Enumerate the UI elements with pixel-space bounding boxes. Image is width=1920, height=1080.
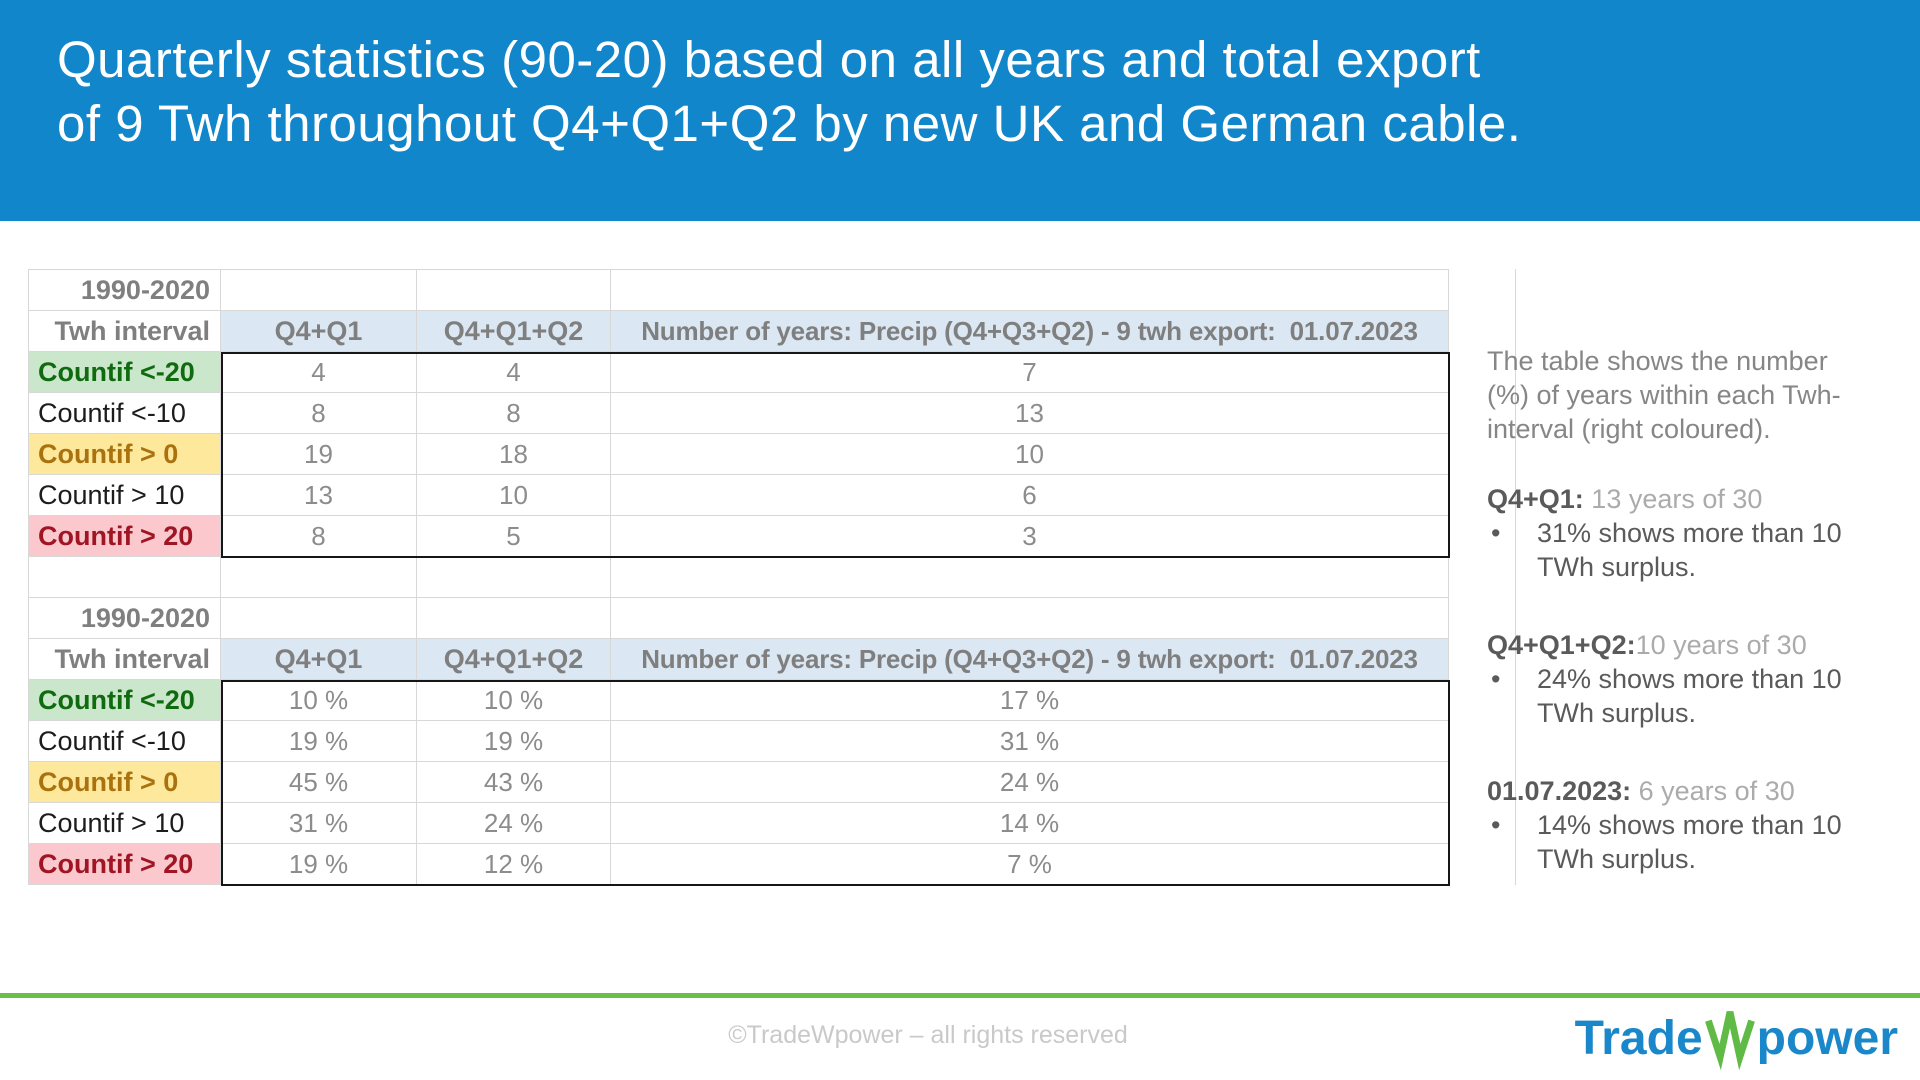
row-label: Countif > 0 [29, 434, 221, 475]
percent-value: 31 % [221, 803, 417, 844]
bullet-item: • 24% shows more than 10 TWh surplus. [1487, 662, 1879, 730]
column-header-q4q1q2: Q4+Q1+Q2 [417, 311, 611, 352]
percent-value: 12 % [417, 844, 611, 885]
empty-cell [29, 557, 221, 598]
tradewpower-logo: Trade power [1574, 1006, 1898, 1071]
empty-cell [611, 598, 1449, 639]
statistics-tables: 1990-2020 Twh interval Q4+Q1 Q4+Q1+Q2 Nu… [28, 269, 1450, 886]
count-value: 13 [611, 393, 1449, 434]
count-value: 8 [221, 393, 417, 434]
section-heading: 01.07.2023: 6 years of 30 [1487, 774, 1879, 808]
section-label: Q4+Q1+Q2: [1487, 630, 1636, 660]
section-heading: Q4+Q1+Q2:10 years of 30 [1487, 628, 1879, 662]
panel-intro: The table shows the number (%) of years … [1487, 344, 1879, 446]
logo-text-trade: Trade [1574, 1011, 1703, 1065]
count-value: 19 [221, 434, 417, 475]
empty-cell [417, 270, 611, 311]
row-label: Countif > 20 [29, 516, 221, 557]
spreadsheet-gridline [1515, 269, 1516, 885]
count-value: 10 [417, 475, 611, 516]
percent-value: 7 % [611, 844, 1449, 885]
count-value: 3 [611, 516, 1449, 557]
bullet-text: 31% shows more than 10 TWh surplus. [1537, 518, 1842, 582]
empty-cell [221, 598, 417, 639]
interval-header: Twh interval [29, 311, 221, 352]
footer-divider [0, 993, 1920, 998]
panel-section-q4q1q2: Q4+Q1+Q2:10 years of 30 • 24% shows more… [1487, 628, 1879, 730]
panel-section-date: 01.07.2023: 6 years of 30 • 14% shows mo… [1487, 774, 1879, 876]
bullet-icon: • [1491, 664, 1501, 694]
empty-cell [417, 557, 611, 598]
count-value: 4 [221, 352, 417, 393]
bullet-icon: • [1491, 518, 1501, 548]
count-value: 6 [611, 475, 1449, 516]
panel-intro-line-1: The table shows the number [1487, 346, 1828, 376]
percent-value: 43 % [417, 762, 611, 803]
explanation-panel: The table shows the number (%) of years … [1487, 344, 1879, 920]
percent-value: 19 % [221, 721, 417, 762]
slide-title: Quarterly statistics (90-20) based on al… [57, 28, 1521, 156]
count-value: 4 [417, 352, 611, 393]
bullet-text: 24% shows more than 10 TWh surplus. [1537, 664, 1842, 728]
bullet-item: • 14% shows more than 10 TWh surplus. [1487, 808, 1879, 876]
count-value: 5 [417, 516, 611, 557]
panel-section-q4q1: Q4+Q1: 13 years of 30 • 31% shows more t… [1487, 482, 1879, 584]
row-label: Countif <-20 [29, 352, 221, 393]
empty-cell [221, 557, 417, 598]
empty-cell [611, 557, 1449, 598]
count-value: 18 [417, 434, 611, 475]
percent-value: 10 % [417, 680, 611, 721]
percent-value: 17 % [611, 680, 1449, 721]
section-stat: 6 years of 30 [1631, 776, 1795, 806]
percent-value: 14 % [611, 803, 1449, 844]
row-label: Countif <-10 [29, 721, 221, 762]
row-label: Countif > 0 [29, 762, 221, 803]
row-label: Countif <-10 [29, 393, 221, 434]
column-header-years: Number of years: Precip (Q4+Q3+Q2) - 9 t… [611, 311, 1449, 352]
section-stat: 13 years of 30 [1583, 484, 1763, 514]
percent-value: 31 % [611, 721, 1449, 762]
empty-cell [611, 270, 1449, 311]
percent-value: 19 % [417, 721, 611, 762]
percent-value: 24 % [611, 762, 1449, 803]
slide-header-banner: Quarterly statistics (90-20) based on al… [0, 0, 1920, 221]
panel-intro-line-3: interval (right coloured). [1487, 414, 1771, 444]
row-label: Countif > 10 [29, 475, 221, 516]
bullet-icon: • [1491, 810, 1501, 840]
slide-title-line-1: Quarterly statistics (90-20) based on al… [57, 31, 1481, 88]
bullet-text: 14% shows more than 10 TWh surplus. [1537, 810, 1842, 874]
percent-value: 19 % [221, 844, 417, 885]
percent-value: 10 % [221, 680, 417, 721]
count-value: 7 [611, 352, 1449, 393]
copyright-text: ©TradeWpower – all rights reserved [728, 1021, 1128, 1049]
row-label: Countif > 20 [29, 844, 221, 885]
percent-value: 24 % [417, 803, 611, 844]
section-stat: 10 years of 30 [1635, 630, 1807, 660]
period-label: 1990-2020 [29, 598, 221, 639]
percent-value: 45 % [221, 762, 417, 803]
column-header-years: Number of years: Precip (Q4+Q3+Q2) - 9 t… [611, 639, 1449, 680]
column-header-q4q1: Q4+Q1 [221, 639, 417, 680]
row-label: Countif > 10 [29, 803, 221, 844]
interval-header: Twh interval [29, 639, 221, 680]
count-value: 13 [221, 475, 417, 516]
slide-title-line-2: of 9 Twh throughout Q4+Q1+Q2 by new UK a… [57, 95, 1522, 152]
count-value: 8 [221, 516, 417, 557]
logo-text-power: power [1756, 1011, 1898, 1065]
column-header-q4q1q2: Q4+Q1+Q2 [417, 639, 611, 680]
bullet-item: • 31% shows more than 10 TWh surplus. [1487, 516, 1879, 584]
empty-cell [417, 598, 611, 639]
panel-intro-line-2: (%) of years within each Twh- [1487, 380, 1841, 410]
count-value: 8 [417, 393, 611, 434]
period-label: 1990-2020 [29, 270, 221, 311]
section-heading: Q4+Q1: 13 years of 30 [1487, 482, 1879, 516]
column-header-q4q1: Q4+Q1 [221, 311, 417, 352]
section-label: 01.07.2023: [1487, 776, 1632, 806]
count-value: 10 [611, 434, 1449, 475]
logo-w-icon [1704, 1011, 1755, 1071]
row-label: Countif <-20 [29, 680, 221, 721]
empty-cell [221, 270, 417, 311]
section-label: Q4+Q1: [1487, 484, 1584, 514]
